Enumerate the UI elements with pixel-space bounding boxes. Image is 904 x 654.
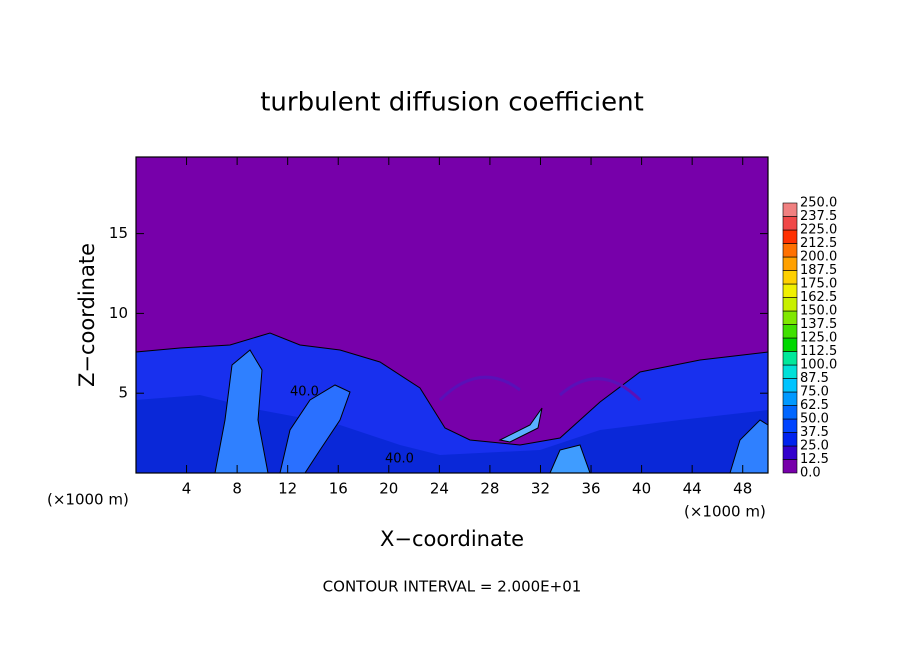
- colorbar-label: 62.5: [800, 398, 829, 413]
- colorbar-label: 187.5: [800, 263, 837, 278]
- colorbar-label: 75.0: [800, 385, 829, 400]
- colorbar-swatch: [782, 270, 798, 285]
- y-axis-label: Z−coordinate: [75, 243, 99, 387]
- contour-label: 40.0: [385, 452, 414, 467]
- colorbar-swatch: [782, 297, 798, 312]
- colorbar-swatch: [782, 391, 798, 406]
- colorbar-swatch: [782, 283, 798, 298]
- chart-title: turbulent diffusion coefficient: [260, 88, 644, 118]
- colorbar-label: 100.0: [800, 358, 837, 373]
- field-swirl: [438, 375, 642, 402]
- field: [135, 157, 769, 474]
- field-plume: [214, 349, 269, 474]
- x-tick-label: 20: [379, 480, 398, 498]
- colorbar-swatch: [782, 256, 798, 271]
- colorbar-swatch: [782, 351, 798, 366]
- colorbar-label: 37.5: [800, 425, 829, 440]
- x-axis-label: X−coordinate: [380, 527, 524, 551]
- colorbar-swatch: [782, 364, 798, 379]
- plot-frame: [135, 156, 769, 474]
- y-tick-label: 5: [118, 384, 128, 402]
- colorbar-swatch: [782, 378, 798, 393]
- colorbar-label: 250.0: [800, 196, 837, 211]
- colorbar-swatch: [782, 445, 798, 460]
- x-unit: (×1000 m): [47, 491, 129, 509]
- footer: CONTOUR INTERVAL = 2.000E+01: [323, 578, 582, 596]
- colorbar-swatch: [782, 216, 798, 231]
- contour-label: 40.0: [290, 385, 319, 400]
- x-tick-label: 28: [480, 480, 499, 498]
- y-tick-label: 10: [109, 304, 128, 322]
- x-tick-label: 36: [581, 480, 600, 498]
- x-tick-label: 16: [329, 480, 348, 498]
- colorbar-swatch: [782, 202, 798, 217]
- colorbar-label: 50.0: [800, 412, 829, 427]
- colorbar-label: 175.0: [800, 277, 837, 292]
- field-plume: [279, 384, 351, 474]
- colorbar-label: 125.0: [800, 331, 837, 346]
- colorbar-label: 137.5: [800, 317, 837, 332]
- x-tick-label: 24: [430, 480, 449, 498]
- colorbar-swatch: [782, 243, 798, 258]
- x-tick-label: 12: [278, 480, 297, 498]
- colorbar-swatch: [782, 405, 798, 420]
- x-tick-label: 40: [632, 480, 651, 498]
- colorbar-swatch: [782, 432, 798, 447]
- x-tick-label: 32: [531, 480, 550, 498]
- x-tick-label: 44: [683, 480, 702, 498]
- colorbar-label: 237.5: [800, 209, 837, 224]
- colorbar-label: 162.5: [800, 290, 837, 305]
- colorbar-label: 150.0: [800, 304, 837, 319]
- x-tick-label: 8: [232, 480, 242, 498]
- colorbar-swatch: [782, 324, 798, 339]
- colorbar-label: 200.0: [800, 250, 837, 265]
- colorbar-label: 112.5: [800, 344, 837, 359]
- colorbar-swatch: [782, 229, 798, 244]
- x-tick-label: 4: [182, 480, 192, 498]
- colorbar-swatch: [782, 418, 798, 433]
- colorbar-label: 25.0: [800, 439, 829, 454]
- colorbar-label: 212.5: [800, 236, 837, 251]
- field-plume: [498, 407, 543, 443]
- y-tick-label: 15: [109, 224, 128, 242]
- colorbar-swatch: [782, 337, 798, 352]
- x-unit: (×1000 m): [684, 503, 766, 521]
- colorbar-label: 225.0: [800, 223, 837, 238]
- colorbar-label: 87.5: [800, 371, 829, 386]
- x-tick-label: 48: [733, 480, 752, 498]
- colorbar-label: 0.0: [800, 466, 821, 481]
- colorbar-label: 12.5: [800, 452, 829, 467]
- colorbar-swatch: [782, 310, 798, 325]
- colorbar-swatch: [782, 459, 798, 474]
